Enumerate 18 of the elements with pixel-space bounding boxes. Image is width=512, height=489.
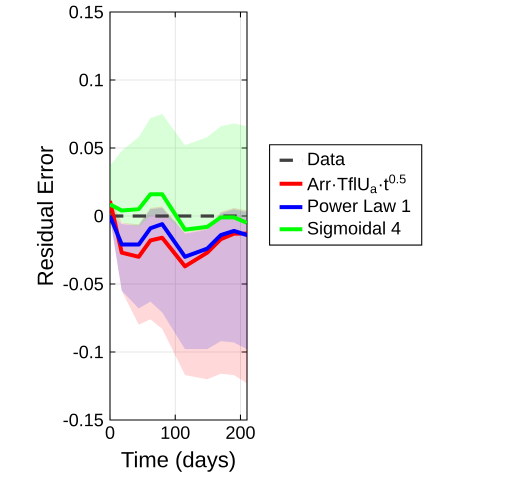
legend-label: Power Law 1 [308,200,410,212]
line-series [110,214,247,259]
line-series [110,192,247,232]
y-tick-label: 0.1 [79,74,103,86]
y-axis-title: Residual Error [36,146,54,284]
y-tick-label: 0.05 [69,142,103,154]
y-tick-label: -0.1 [74,346,103,358]
x-tick-label: 0 [106,426,114,439]
y-tick-label: 0.15 [69,6,103,18]
x-axis-title: Time (days) [121,451,235,472]
y-tick-label: 0 [94,210,104,222]
y-tick-label: -0.15 [64,414,103,426]
x-tick-label: 200 [226,426,255,439]
x-tick-label: 100 [162,426,190,439]
y-tick-label: -0.05 [64,278,103,290]
legend-label: Data [308,152,346,166]
legend-label: Sigmoidal 4 [308,221,401,238]
legend-label: Arr·TflU$_{a}$·t$^{0.5}$ [307,174,406,194]
